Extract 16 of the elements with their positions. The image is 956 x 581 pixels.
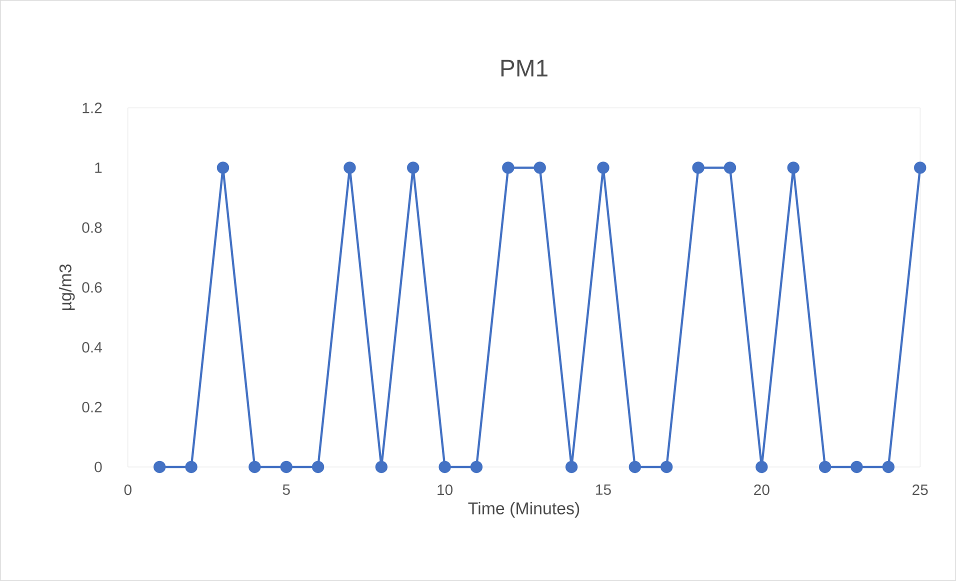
x-tick-label: 15 <box>596 484 611 495</box>
x-tick-label: 5 <box>282 484 290 495</box>
y-axis-title: µg/m3 <box>58 264 75 310</box>
y-tick-label: 0.2 <box>82 402 102 412</box>
chart-title: PM1 <box>501 60 548 76</box>
y-tick-label: 1.2 <box>82 102 102 114</box>
y-tick-label: 1 <box>95 162 102 173</box>
y-tick-label: 0 <box>94 462 102 472</box>
y-tick-label: 0.6 <box>82 282 102 293</box>
y-tick-label: 0.4 <box>82 342 102 353</box>
y-tick-label: 0.8 <box>82 222 102 233</box>
x-tick-label: 0 <box>124 484 132 496</box>
x-axis-title: Time (Minutes) <box>468 502 580 518</box>
x-tick-label: 10 <box>438 484 453 496</box>
x-tick-label: 25 <box>912 484 928 496</box>
x-tick-label: 20 <box>754 484 770 496</box>
